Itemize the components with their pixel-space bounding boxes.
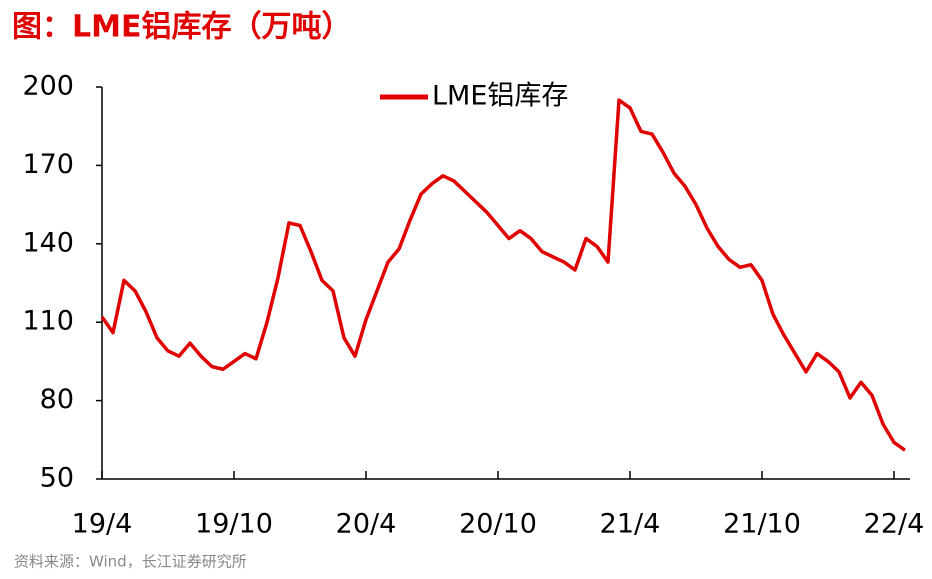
x-tick-label: 21/10 xyxy=(723,509,801,540)
y-tick-label: 140 xyxy=(22,227,74,258)
y-tick-label: 80 xyxy=(40,384,74,415)
chart-title: 图：LME铝库存（万吨） xyxy=(12,10,351,45)
y-tick-label: 110 xyxy=(22,306,74,337)
x-tick-label: 19/4 xyxy=(72,509,133,540)
x-tick-label: 21/4 xyxy=(600,509,661,540)
source-note: 资料来源：Wind，长江证券研究所 xyxy=(14,553,247,571)
x-tick-label: 19/10 xyxy=(195,509,273,540)
x-tick-label: 22/4 xyxy=(864,509,925,540)
x-tick-label: 20/4 xyxy=(336,509,397,540)
y-tick-label: 50 xyxy=(40,463,74,494)
legend-label: LME铝库存 xyxy=(432,81,568,112)
y-tick-label: 170 xyxy=(22,149,74,180)
y-tick-label: 200 xyxy=(22,71,74,102)
data-line xyxy=(100,98,907,452)
x-tick-label: 20/10 xyxy=(459,509,537,540)
